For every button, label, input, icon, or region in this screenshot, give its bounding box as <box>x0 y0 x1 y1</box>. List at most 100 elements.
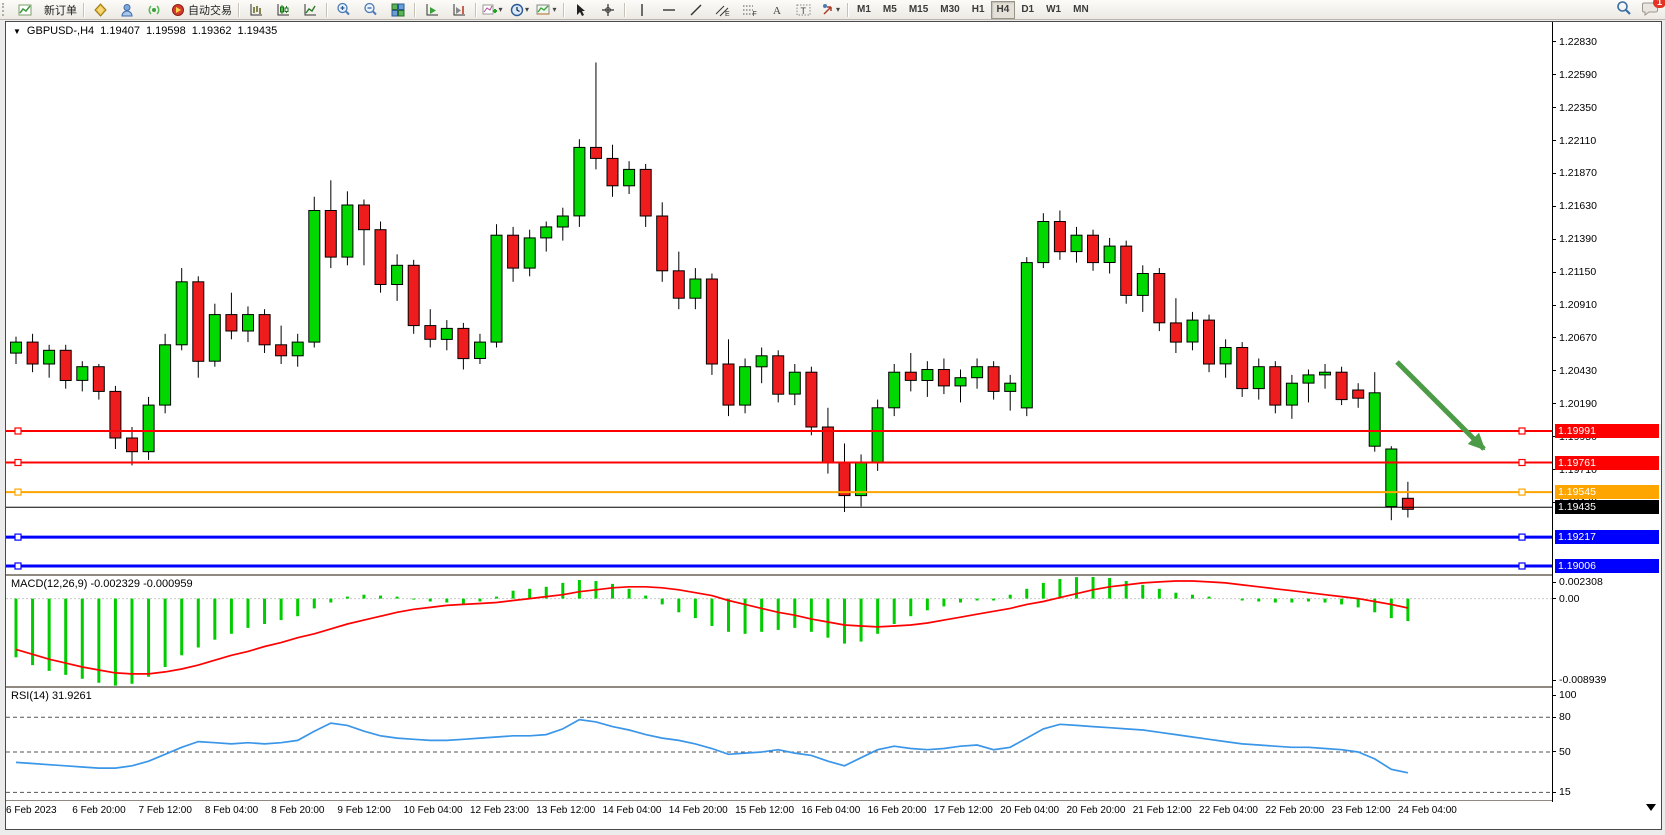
candle-body-up <box>308 210 321 343</box>
panel-splitter[interactable] <box>6 686 1552 689</box>
vertical-line-button[interactable] <box>628 0 655 19</box>
candle-body-up <box>391 264 404 286</box>
timeframe-button-w1[interactable]: W1 <box>1046 4 1062 15</box>
rsi-panel-canvas[interactable] <box>6 688 1552 800</box>
timeframe-button-m1[interactable]: M1 <box>857 4 871 15</box>
toolbar-drag-handle[interactable] <box>2 3 9 16</box>
candlestick-chart-button[interactable] <box>269 0 296 19</box>
toolbar-separator <box>475 2 476 17</box>
line-drag-handle[interactable] <box>1518 427 1526 435</box>
tile-windows-button[interactable] <box>384 0 411 19</box>
macd-panel-canvas[interactable] <box>6 576 1552 686</box>
candle-body-up <box>1252 366 1265 390</box>
candle-body-down <box>358 204 370 231</box>
signals-icon[interactable] <box>141 0 168 19</box>
search-button[interactable] <box>1616 0 1632 19</box>
community-icon[interactable] <box>114 0 141 19</box>
price-tick-label-mark <box>1552 107 1556 109</box>
candle-body-up <box>921 369 934 381</box>
fibonacci-button[interactable]: F <box>736 0 763 19</box>
panel-splitter[interactable] <box>6 574 1552 577</box>
price-level-badge: 1.19006 <box>1555 558 1659 573</box>
text-label-button[interactable]: T <box>790 0 817 19</box>
zoom-out-button[interactable] <box>357 0 384 19</box>
deposit-icon[interactable] <box>87 0 114 19</box>
timeframe-button-m15[interactable]: M15 <box>908 4 929 15</box>
candle-body-down <box>590 146 602 159</box>
autotrade-button[interactable]: 自动交易 <box>168 0 235 19</box>
price-tick-label-mark <box>1552 501 1556 503</box>
candle-body-up <box>689 278 702 299</box>
down-arrow-annotation[interactable] <box>1395 360 1486 451</box>
line-drag-handle[interactable] <box>14 533 22 541</box>
notifications-button[interactable]: 1 <box>1642 0 1665 19</box>
arrows-tool-button[interactable]: ▾ <box>817 0 844 19</box>
price-chart-canvas[interactable] <box>6 37 1552 574</box>
line-drag-handle[interactable] <box>1518 488 1526 496</box>
new-order-button[interactable]: 新订单 <box>38 0 80 19</box>
candle-body-down <box>324 210 337 258</box>
rsi-indicator-label: RSI(14) 31.9261 <box>11 690 92 702</box>
line-drag-handle[interactable] <box>1518 533 1526 541</box>
cursor-button[interactable] <box>567 0 594 19</box>
candle-body-up <box>1103 245 1116 264</box>
line-chart-button[interactable] <box>296 0 323 19</box>
chart-shift-button[interactable] <box>445 0 472 19</box>
price-tick-label-mark <box>1552 172 1556 174</box>
timeframe-toolbar: M1 M5 M15 M30 H1 H4 D1 W1 MN <box>851 0 1095 19</box>
timeframe-button-h4[interactable]: H4 <box>990 0 1016 19</box>
rsi-scale-label: 100 <box>1559 689 1577 701</box>
auto-scroll-button[interactable] <box>418 0 445 19</box>
candle-body-up <box>1070 234 1083 253</box>
price-level-badge: 1.19217 <box>1555 530 1659 545</box>
candle-body-up <box>888 371 901 409</box>
main-toolbar: 新订单 自动交易 ▾ ▾ <box>0 0 1665 20</box>
macd-scale-label-mark <box>1552 679 1556 681</box>
line-drag-handle[interactable] <box>14 562 22 570</box>
timeframe-button-mn[interactable]: MN <box>1073 4 1089 15</box>
chart-title: ▼ GBPUSD-,H4 1.19407 1.19598 1.19362 1.1… <box>13 25 277 37</box>
crosshair-button[interactable] <box>594 0 621 19</box>
periods-button[interactable]: ▾ <box>506 0 533 19</box>
horizontal-line-button[interactable] <box>655 0 682 19</box>
rsi-line <box>15 718 1409 774</box>
candle-body-down <box>1153 273 1166 324</box>
price-tick-label: 1.22590 <box>1559 68 1597 81</box>
candle-body-down <box>424 325 437 340</box>
timeframe-button-m5[interactable]: M5 <box>882 4 897 15</box>
trendline-button[interactable] <box>682 0 709 19</box>
templates-button[interactable]: ▾ <box>533 0 560 19</box>
indicators-button[interactable]: ▾ <box>479 0 506 19</box>
price-tick-label-mark <box>1552 436 1556 438</box>
price-tick-label-mark <box>1552 74 1556 76</box>
timeframe-button-m30[interactable]: M30 <box>940 4 960 15</box>
zoom-in-button[interactable] <box>330 0 357 19</box>
symbol-timeframe-label: GBPUSD-,H4 <box>26 25 95 37</box>
price-tick-label-mark <box>1552 370 1556 372</box>
line-drag-handle[interactable] <box>1518 562 1526 570</box>
candle-body-up <box>242 314 254 332</box>
chart-menu-icon[interactable]: ▼ <box>13 26 21 36</box>
timeframe-button-h1[interactable]: H1 <box>971 4 985 15</box>
toolbar-separator <box>238 2 239 17</box>
line-drag-handle[interactable] <box>1518 458 1526 467</box>
chart-window-icon[interactable] <box>11 0 38 19</box>
candle-body-down <box>1053 221 1066 253</box>
line-drag-handle[interactable] <box>14 458 22 467</box>
price-tick-label-mark <box>1552 238 1556 240</box>
candle-body-down <box>656 215 669 272</box>
text-button[interactable]: A <box>763 0 790 19</box>
time-axis-label: 14 Feb 20:00 <box>668 805 728 816</box>
candle-body-up <box>490 234 503 343</box>
candle-body-up <box>43 349 56 365</box>
bar-chart-button[interactable] <box>242 0 269 19</box>
time-axis-label: 15 Feb 12:00 <box>735 805 795 816</box>
ohlc-low: 1.19362 <box>191 25 232 37</box>
line-drag-handle[interactable] <box>14 488 22 496</box>
line-drag-handle[interactable] <box>14 427 22 435</box>
timeframe-button-d1[interactable]: D1 <box>1021 4 1035 15</box>
candle-body-up <box>76 366 89 381</box>
equidistant-channel-button[interactable]: E <box>709 0 736 19</box>
price-level-badge: 1.19435 <box>1555 500 1659 515</box>
candle-body-up <box>474 341 486 360</box>
